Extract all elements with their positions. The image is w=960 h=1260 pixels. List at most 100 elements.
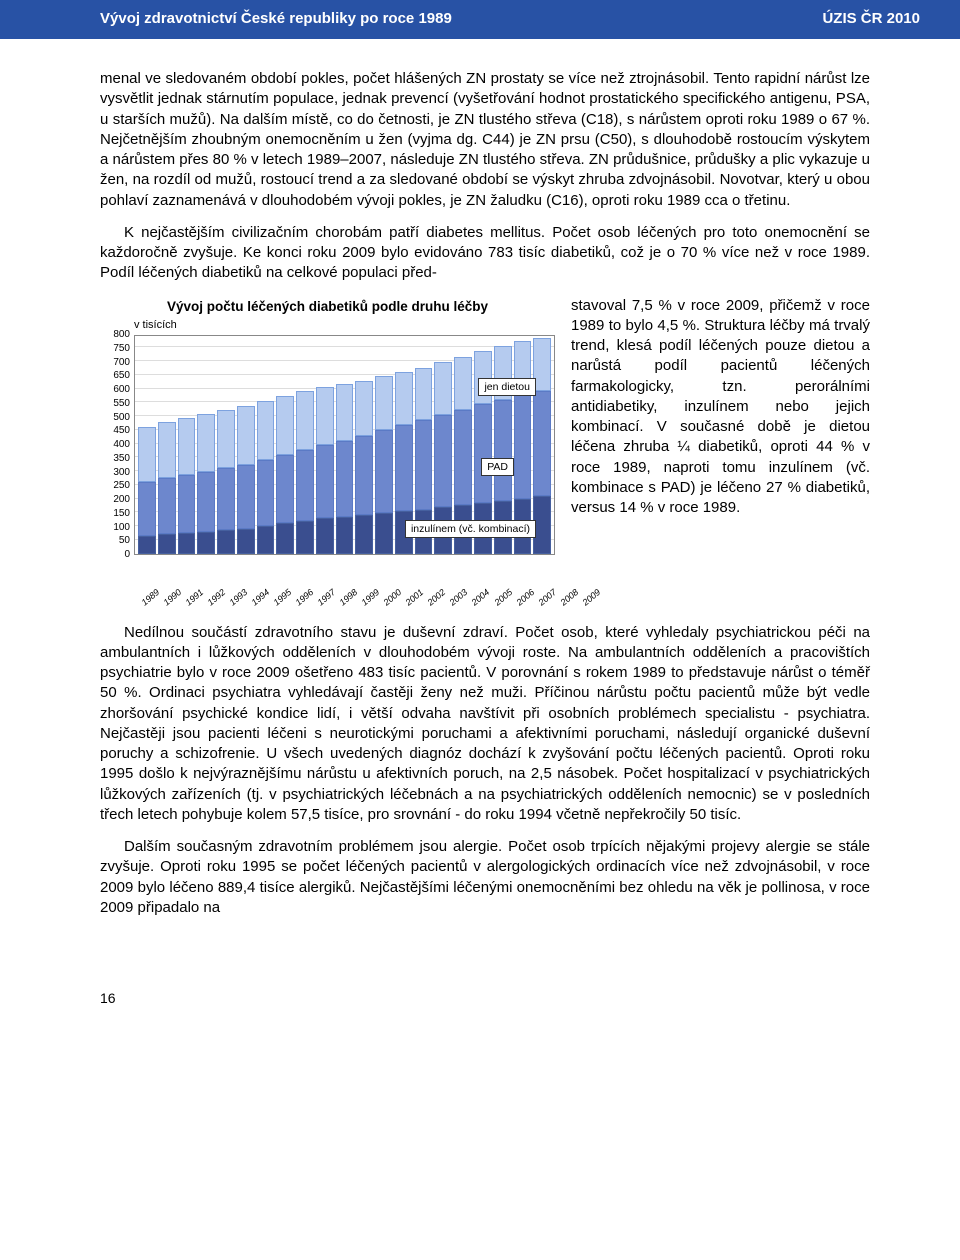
chart-bar — [257, 401, 275, 553]
chart-bar-segment — [316, 518, 334, 553]
chart-bar-segment — [178, 475, 196, 533]
page-header: Vývoj zdravotnictví České republiky po r… — [0, 0, 960, 39]
chart-bar-segment — [257, 401, 275, 460]
chart-bar-segment — [217, 410, 235, 468]
chart-bar — [178, 418, 196, 554]
paragraph-1: menal ve sledovaném období pokles, počet… — [100, 69, 870, 211]
paragraph-2-wrap: Vývoj počtu léčených diabetiků podle dru… — [100, 296, 870, 623]
chart-bar-segment — [257, 526, 275, 554]
chart-bar-segment — [276, 523, 294, 553]
page-number: 16 — [0, 950, 960, 1006]
chart-bar — [237, 406, 255, 553]
chart-bar-segment — [197, 532, 215, 554]
y-tick: 150 — [113, 507, 130, 521]
chart-bar-segment — [158, 534, 176, 553]
chart-bar-segment — [434, 362, 452, 415]
chart-bar-segment — [355, 515, 373, 554]
chart-bar — [375, 376, 393, 553]
y-tick: 50 — [119, 534, 130, 548]
y-tick: 800 — [113, 328, 130, 342]
chart-bar-segment — [138, 482, 156, 536]
chart-bar-segment — [454, 357, 472, 410]
chart-bar — [336, 384, 354, 553]
chart-bar — [276, 396, 294, 553]
chart-bar — [197, 414, 215, 554]
y-tick: 250 — [113, 479, 130, 493]
chart-bar-segment — [316, 445, 334, 519]
x-tick: 2009 — [579, 586, 602, 608]
chart-x-axis: 1989199019911992199319941995199619971998… — [134, 587, 555, 599]
chart-bar-segment — [514, 395, 532, 499]
chart-bar-segment — [276, 455, 294, 523]
paragraph-3: Nedílnou součástí zdravotního stavu je d… — [100, 623, 870, 826]
chart-bar-segment — [395, 425, 413, 511]
chart-bar-segment — [533, 391, 551, 496]
chart-bar — [296, 391, 314, 553]
y-tick: 750 — [113, 342, 130, 356]
paragraph-2-lead: K nejčastějším civilizačním chorobám pat… — [100, 223, 870, 284]
chart-bar-segment — [336, 384, 354, 440]
y-tick: 100 — [113, 520, 130, 534]
chart-bar-segment — [474, 404, 492, 503]
y-tick: 300 — [113, 465, 130, 479]
y-tick: 600 — [113, 383, 130, 397]
y-tick: 550 — [113, 397, 130, 411]
y-tick: 650 — [113, 369, 130, 383]
chart-bar — [217, 410, 235, 554]
chart-bar-segment — [296, 450, 314, 521]
chart-bar-segment — [375, 513, 393, 554]
chart-title: Vývoj počtu léčených diabetiků podle dru… — [100, 298, 555, 316]
chart-bar-segment — [158, 478, 176, 534]
chart-bar-segment — [276, 396, 294, 455]
page-content: menal ve sledovaném období pokles, počet… — [0, 39, 960, 950]
chart-plot: jen dietou PAD inzulínem (vč. kombinací) — [134, 335, 555, 555]
chart-bar-segment — [217, 530, 235, 553]
y-tick: 700 — [113, 355, 130, 369]
chart-bar-segment — [336, 517, 354, 554]
y-tick: 450 — [113, 424, 130, 438]
chart-bar-segment — [138, 536, 156, 554]
chart-bar-segment — [375, 376, 393, 430]
chart-bar-segment — [355, 436, 373, 515]
chart-bar-segment — [336, 441, 354, 517]
y-tick: 400 — [113, 438, 130, 452]
y-tick: 200 — [113, 493, 130, 507]
chart-bar-segment — [296, 391, 314, 449]
chart-bar-segment — [454, 410, 472, 506]
y-tick: 350 — [113, 452, 130, 466]
paragraph-4: Dalším současným zdravotním problémem js… — [100, 837, 870, 918]
chart-area: 0501001502002503003504004505005506006507… — [100, 335, 555, 585]
chart-bar — [138, 427, 156, 554]
chart-gridline — [135, 346, 554, 347]
chart-bar-segment — [197, 414, 215, 472]
chart-bar-segment — [197, 472, 215, 532]
chart-bar-segment — [237, 406, 255, 465]
chart-bar — [355, 381, 373, 554]
chart-bar-segment — [257, 460, 275, 526]
diabetes-chart: Vývoj počtu léčených diabetiků podle dru… — [100, 298, 555, 617]
header-left: Vývoj zdravotnictví České republiky po r… — [100, 10, 452, 27]
chart-bar-segment — [355, 381, 373, 436]
chart-bar-segment — [415, 420, 433, 509]
chart-bar-segment — [237, 465, 255, 529]
chart-bar-segment — [316, 387, 334, 444]
chart-bar-segment — [434, 415, 452, 507]
chart-bar-segment — [415, 368, 433, 421]
chart-bar-segment — [178, 418, 196, 475]
x-tick: 2008 — [557, 586, 580, 608]
chart-bar — [158, 422, 176, 554]
chart-bar-segment — [138, 427, 156, 482]
chart-bar-segment — [237, 529, 255, 554]
chart-series-label-pad: PAD — [481, 458, 514, 476]
y-tick: 500 — [113, 410, 130, 424]
chart-series-label-dietou: jen dietou — [478, 378, 536, 396]
chart-bar-segment — [296, 521, 314, 554]
chart-bar-segment — [217, 468, 235, 530]
chart-subtitle: v tisících — [134, 318, 555, 333]
chart-bar-segment — [395, 372, 413, 425]
chart-bar-segment — [375, 430, 393, 513]
header-right: ÚZIS ČR 2010 — [822, 10, 920, 27]
chart-series-label-inzulin: inzulínem (vč. kombinací) — [405, 520, 536, 538]
chart-bar-segment — [158, 422, 176, 478]
y-tick: 0 — [124, 548, 130, 562]
